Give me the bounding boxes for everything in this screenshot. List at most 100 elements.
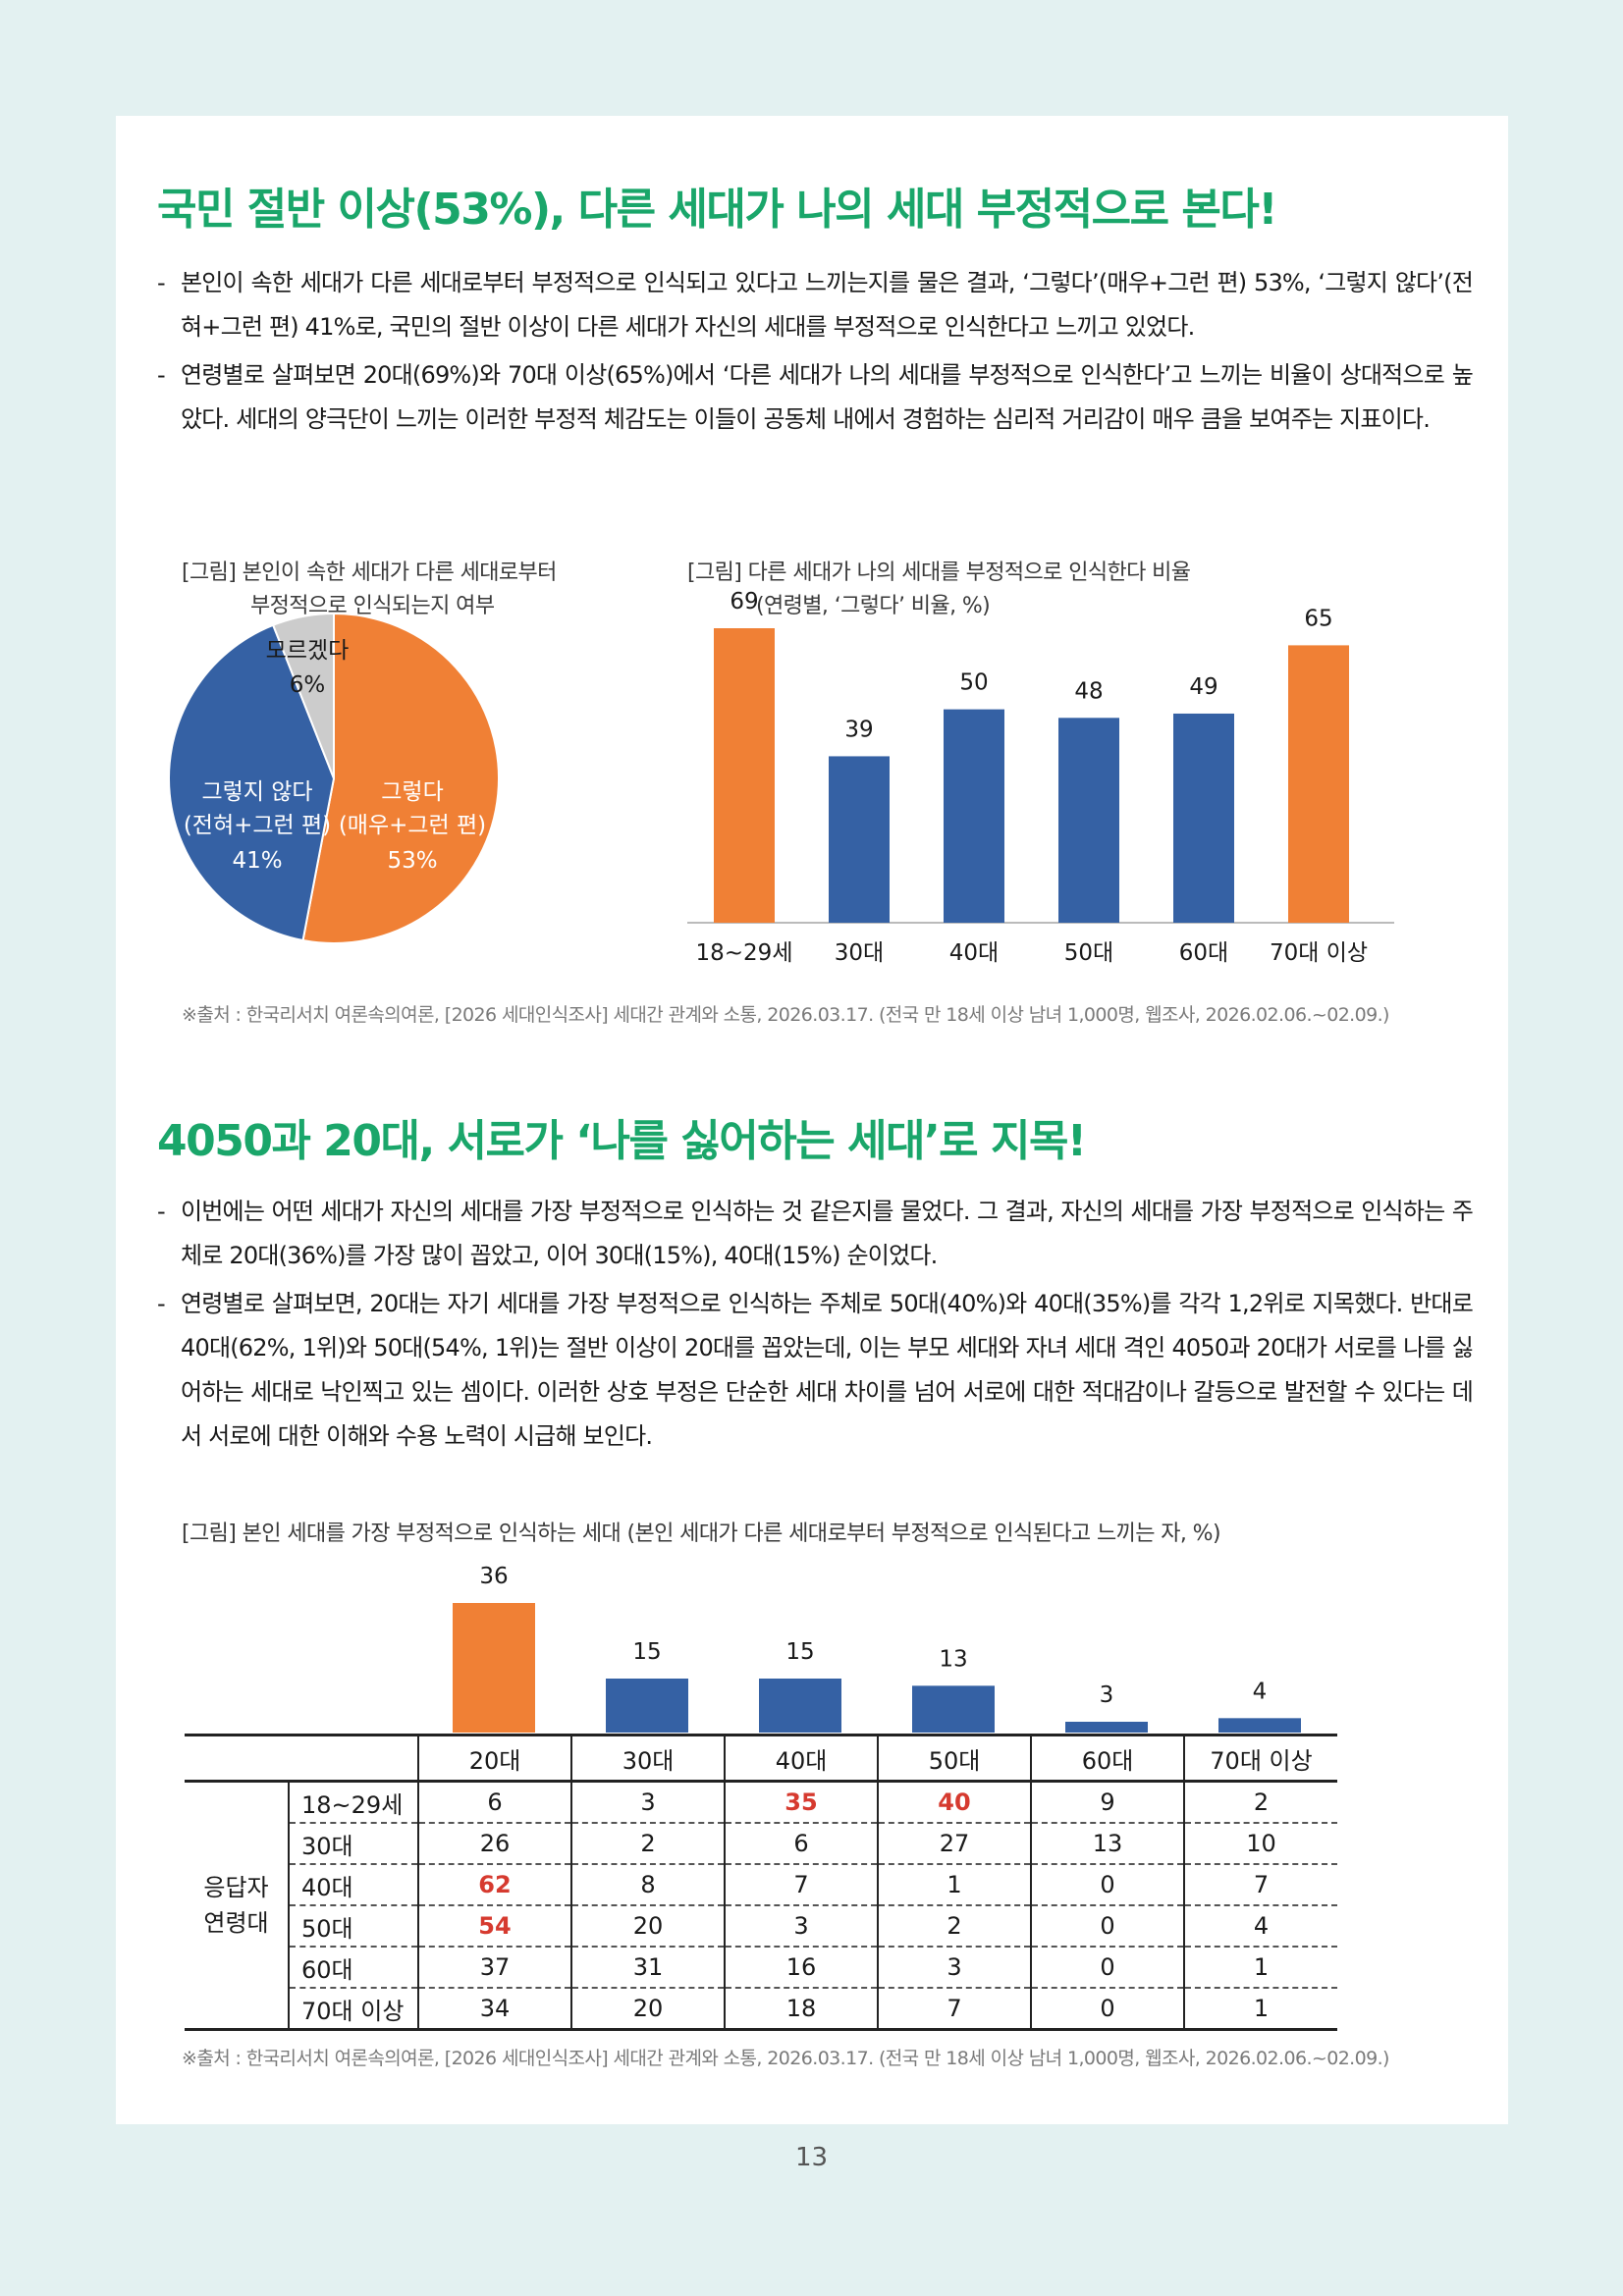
bar1-category-4: 60대 xyxy=(1179,940,1228,966)
table-cell: 6 xyxy=(417,1781,571,1824)
pie-caption-line1: [그림] 본인이 속한 세대가 다른 세대로부터 xyxy=(182,561,557,585)
pie-slice-2 xyxy=(271,612,335,779)
section2-chart-caption: [그림] 본인 세대를 가장 부정적으로 인식하는 세대 (본인 세대가 다른 … xyxy=(182,1522,1221,1546)
bar1-value-3: 48 xyxy=(1074,678,1103,704)
pie-value-yes: 53% xyxy=(387,848,437,874)
bar1-value-5: 65 xyxy=(1304,606,1332,631)
bar2-value-4: 3 xyxy=(1100,1682,1114,1708)
pie-value-no: 41% xyxy=(232,848,282,874)
table-col-header: 50대 xyxy=(877,1734,1031,1783)
table-cell: 6 xyxy=(724,1823,878,1865)
bar1-bar-0 xyxy=(714,628,775,923)
bar2-bar-4 xyxy=(1065,1722,1148,1733)
pie-label-no: 그렇지 않다 xyxy=(201,779,312,805)
table-cell: 7 xyxy=(724,1864,878,1906)
generation-table: 20대 30대 40대 50대 60대 70대 이상 응답자 연령대 18~29세 6 3 35 40… xyxy=(185,1734,1337,2031)
table-cell: 9 xyxy=(1030,1781,1184,1824)
table-cell: 0 xyxy=(1030,1905,1184,1948)
table-cell: 2 xyxy=(877,1905,1031,1948)
table-cell: 3 xyxy=(877,1947,1031,1989)
table-cell: 2 xyxy=(570,1823,725,1865)
table-cell: 3 xyxy=(724,1905,878,1948)
table-cell: 7 xyxy=(877,1988,1031,2031)
bar1-bar-2 xyxy=(944,709,1004,923)
table-cell: 37 xyxy=(417,1947,571,1989)
pie-sublabel-no: (전혀+그런 편) xyxy=(184,813,331,838)
pie-value-dontknow: 6% xyxy=(290,672,326,698)
table-row-label: 30대 xyxy=(288,1823,418,1865)
section1-title: 국민 절반 이상(53%), 다른 세대가 나의 세대 부정적으로 본다! xyxy=(157,185,1277,235)
bar1-category-5: 70대 이상 xyxy=(1270,940,1368,966)
bar2-value-3: 13 xyxy=(939,1646,967,1672)
table-col-header: 60대 xyxy=(1030,1734,1184,1783)
bar1-category-0: 18~29세 xyxy=(696,940,793,966)
bar1-value-4: 49 xyxy=(1189,674,1217,700)
table-cell: 1 xyxy=(1183,1947,1337,1989)
table-row-label: 50대 xyxy=(288,1905,418,1948)
table-cell: 3 xyxy=(570,1781,725,1824)
bar1-category-1: 30대 xyxy=(835,940,884,966)
table-cell: 40 xyxy=(877,1781,1031,1824)
bar2-bar-1 xyxy=(606,1679,688,1733)
section2-title: 4050과 20대, 서로가 ‘나를 싫어하는 세대’로 지목! xyxy=(157,1116,1087,1166)
bar2-bar-2 xyxy=(759,1679,841,1733)
table-cell: 10 xyxy=(1183,1823,1337,1865)
table-cell: 18 xyxy=(724,1988,878,2031)
table-cell: 27 xyxy=(877,1823,1031,1865)
section1-bullet-1: 본인이 속한 세대가 다른 세대로부터 부정적으로 인식되고 있다고 느끼는지를… xyxy=(157,261,1474,349)
pie-chart: 그렇다 (매우+그런 편) 53% 그렇지 않다 (전혀+그런 편) 41% 모르겠다 6% xyxy=(168,612,500,944)
generation-bar-chart: 36 15 15 13 3 4 xyxy=(453,1564,1301,1733)
table-cell: 26 xyxy=(417,1823,571,1865)
bar-caption-line1: [그림] 다른 세대가 나의 세대를 부정적으로 인식한다 비율 xyxy=(687,561,1191,585)
page-number: 13 xyxy=(794,2143,829,2172)
table-cell: 62 xyxy=(417,1864,571,1906)
section2-source: ※출처 : 한국리서치 여론속의여론, [2026 세대인식조사] 세대간 관계… xyxy=(182,2048,1389,2069)
bar2-bar-5 xyxy=(1218,1718,1301,1733)
bar2-value-2: 15 xyxy=(785,1639,814,1665)
pie-sublabel-yes: (매우+그런 편) xyxy=(339,813,486,838)
bar2-bar-3 xyxy=(912,1685,995,1733)
table-cell: 35 xyxy=(724,1781,878,1824)
table-header-row: 20대 30대 40대 50대 60대 70대 이상 xyxy=(185,1734,1337,1783)
table-cell: 2 xyxy=(1183,1781,1337,1824)
table-cell: 31 xyxy=(570,1947,725,1989)
table-row-label: 40대 xyxy=(288,1864,418,1906)
section2-bullets: 이번에는 어떤 세대가 자신의 세대를 가장 부정적으로 인식하는 것 같은지를… xyxy=(157,1190,1474,1463)
table-col-header: 20대 xyxy=(417,1734,571,1783)
table-col-header: 40대 xyxy=(724,1734,878,1783)
bar1-value-1: 39 xyxy=(844,717,873,742)
table-cell: 0 xyxy=(1030,1864,1184,1906)
bar-caption-line2: (연령별, ‘그렇다’ 비율, %) xyxy=(756,594,991,618)
bar1-bar-4 xyxy=(1173,713,1234,923)
section2-bullet-2: 연령별로 살펴보면, 20대는 자기 세대를 가장 부정적으로 인식하는 주체로… xyxy=(157,1282,1474,1459)
table-cell: 8 xyxy=(570,1864,725,1906)
table-cell: 34 xyxy=(417,1988,571,2031)
bar1-category-2: 40대 xyxy=(949,940,999,966)
table-row: 응답자 연령대 18~29세 6 3 35 40 9 2 xyxy=(185,1781,1337,2031)
bar2-value-0: 36 xyxy=(479,1564,508,1589)
section2-bullet-1: 이번에는 어떤 세대가 자신의 세대를 가장 부정적으로 인식하는 것 같은지를… xyxy=(157,1190,1474,1278)
table-cell: 0 xyxy=(1030,1947,1184,1989)
table-row-label: 70대 이상 xyxy=(288,1988,418,2031)
table-row: 30대 26 2 6 27 13 10 xyxy=(185,1823,1337,1865)
table-group-label: 응답자 연령대 xyxy=(185,1781,289,2031)
section1-bullet-2: 연령별로 살펴보면 20대(69%)와 70대 이상(65%)에서 ‘다른 세대… xyxy=(157,353,1474,442)
table-cell: 13 xyxy=(1030,1823,1184,1865)
pie-caption-line2: 부정적으로 인식되는지 여부 xyxy=(250,594,495,618)
section1-bullets: 본인이 속한 세대가 다른 세대로부터 부정적으로 인식되고 있다고 느끼는지를… xyxy=(157,261,1474,446)
table-cell: 1 xyxy=(877,1864,1031,1906)
bar2-bar-0 xyxy=(453,1603,535,1733)
bar1-bar-1 xyxy=(829,756,890,923)
table-cell: 4 xyxy=(1183,1905,1337,1948)
table-col-header: 70대 이상 xyxy=(1183,1734,1337,1783)
bar2-value-1: 15 xyxy=(632,1639,661,1665)
table-cell: 1 xyxy=(1183,1988,1337,2031)
table-cell: 20 xyxy=(570,1905,725,1948)
bar-caption: [그림] 다른 세대가 나의 세대를 부정적으로 인식한다 비율 (연령별, ‘… xyxy=(687,557,1191,623)
bar1-value-0: 69 xyxy=(730,589,758,614)
age-bar-chart: 69 18~29세 39 30대 50 40대 48 50대 49 60대 65 70대 이상 xyxy=(687,589,1394,966)
table-row: 70대 이상 34 20 18 7 0 1 xyxy=(185,1988,1337,2031)
table-row: 60대 37 31 16 3 0 1 xyxy=(185,1947,1337,1989)
table-cell: 0 xyxy=(1030,1988,1184,2031)
pie-caption: [그림] 본인이 속한 세대가 다른 세대로부터 부정적으로 인식되는지 여부 xyxy=(182,557,557,623)
